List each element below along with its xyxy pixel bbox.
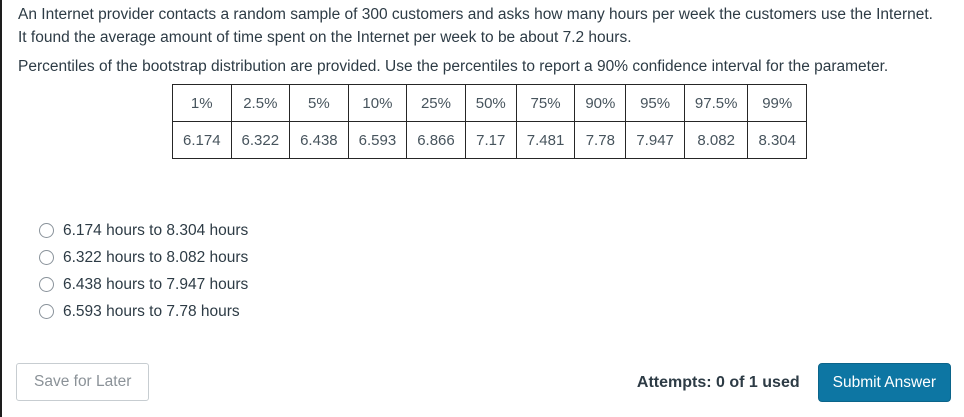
percentile-table: 1% 2.5% 5% 10% 25% 50% 75% 90% 95% 97.5%… <box>172 84 807 159</box>
radio-button-icon[interactable] <box>39 304 54 319</box>
percentile-header-cell: 97.5% <box>683 84 749 122</box>
answer-option-2[interactable]: 6.322 hours to 8.082 hours <box>39 244 248 271</box>
answer-option-label: 6.322 hours to 8.082 hours <box>63 248 249 266</box>
percentile-header-cell: 95% <box>625 84 685 122</box>
question-line-2: It found the average amount of time spen… <box>18 29 632 46</box>
percentile-header-cell: 75% <box>515 84 576 122</box>
question-text: An Internet provider contacts a random s… <box>18 3 933 49</box>
question-line-1: An Internet provider contacts a random s… <box>18 6 933 23</box>
save-for-later-button[interactable]: Save for Later <box>16 363 150 401</box>
percentile-header-cell: 90% <box>574 84 627 122</box>
percentile-value-cell: 6.322 <box>230 121 291 159</box>
percentile-value-cell: 8.082 <box>683 121 749 159</box>
percentile-header-cell: 50% <box>464 84 517 122</box>
answer-option-label: 6.438 hours to 7.947 hours <box>63 275 249 293</box>
percentile-header-cell: 99% <box>747 84 807 122</box>
percentile-header-cell: 5% <box>289 84 349 122</box>
footer-right: Attempts: 0 of 1 used Submit Answer <box>637 363 951 402</box>
radio-button-icon[interactable] <box>39 250 54 265</box>
percentile-value-cell: 7.481 <box>515 121 576 159</box>
radio-button-icon[interactable] <box>39 223 54 238</box>
submit-answer-button[interactable]: Submit Answer <box>817 363 951 402</box>
percentile-header-cell: 1% <box>172 84 232 122</box>
answer-option-4[interactable]: 6.593 hours to 7.78 hours <box>39 298 248 325</box>
attempts-counter: Attempts: 0 of 1 used <box>636 373 800 391</box>
percentile-header-cell: 10% <box>347 84 408 122</box>
percentile-header-cell: 2.5% <box>230 84 291 122</box>
answer-option-3[interactable]: 6.438 hours to 7.947 hours <box>39 271 248 298</box>
percentile-value-cell: 6.174 <box>172 121 232 159</box>
percentile-value-cell: 6.438 <box>289 121 349 159</box>
percentile-value-cell: 6.866 <box>406 121 466 159</box>
percentile-value-cell: 6.593 <box>347 121 408 159</box>
percentile-value-row: 6.174 6.322 6.438 6.593 6.866 7.17 7.481… <box>172 121 807 159</box>
answer-option-1[interactable]: 6.174 hours to 8.304 hours <box>39 217 248 244</box>
percentile-value-cell: 7.947 <box>625 121 685 159</box>
percentile-value-cell: 8.304 <box>747 121 807 159</box>
panel-left-border <box>0 0 2 417</box>
radio-button-icon[interactable] <box>39 277 54 292</box>
answer-options: 6.174 hours to 8.304 hours 6.322 hours t… <box>39 217 248 325</box>
answer-option-label: 6.593 hours to 7.78 hours <box>63 302 240 320</box>
percentile-header-row: 1% 2.5% 5% 10% 25% 50% 75% 90% 95% 97.5%… <box>172 84 807 122</box>
percentile-value-cell: 7.17 <box>464 121 517 159</box>
question-instruction: Percentiles of the bootstrap distributio… <box>18 58 889 75</box>
percentile-header-cell: 25% <box>406 84 466 122</box>
percentile-value-cell: 7.78 <box>574 121 627 159</box>
answer-option-label: 6.174 hours to 8.304 hours <box>63 221 249 239</box>
